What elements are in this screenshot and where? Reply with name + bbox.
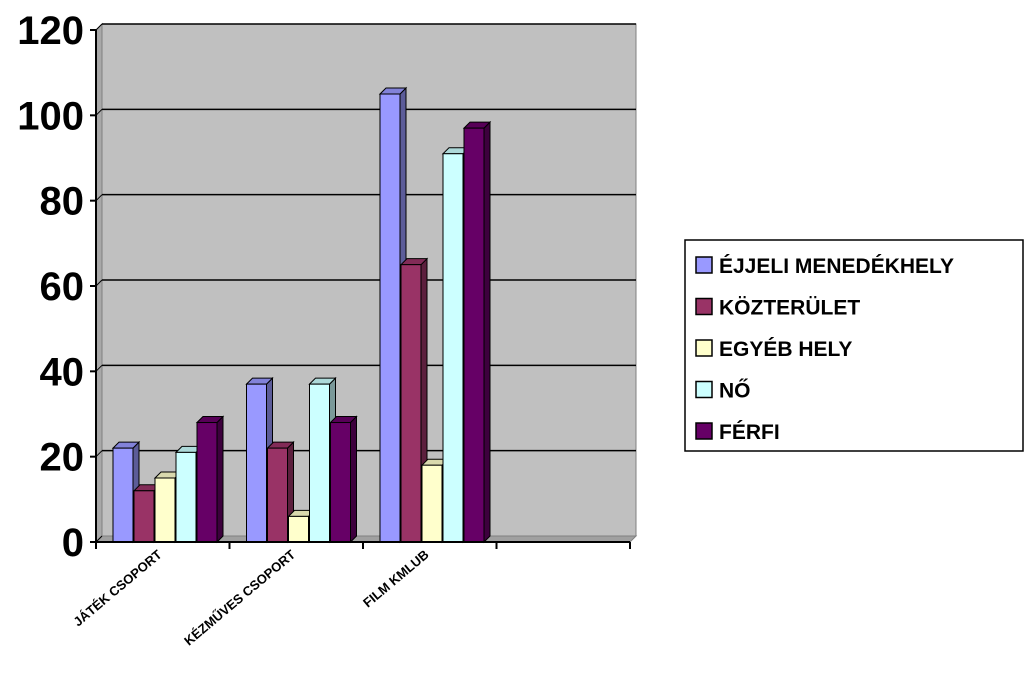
bar [462,120,492,544]
legend: ÉJJELI MENEDÉKHELY KÖZTERÜLET EGYÉB HELY NŐ… [684,239,1024,452]
bar [111,440,141,544]
legend-label: NŐ [719,380,751,403]
bars [111,86,492,544]
y-tick-label: 120 [17,9,84,53]
legend-label: FÉRFI [719,421,780,444]
gridline-side [95,23,103,31]
legend-label: EGYÉB HELY [719,338,852,361]
legend-swatch [695,256,713,274]
bar [329,415,358,544]
legend-box [684,239,1024,452]
legend-swatch [695,380,713,399]
x-tick-labels: JÁTÉK CSOPORT KÉZMŰVES CSOPORT FILM KMLUB [70,542,631,649]
y-tick-labels: 0 20 40 60 80 100 120 [17,9,96,565]
gridlines [95,23,636,543]
legend-swatch [695,339,713,357]
y-tick-label: 20 [40,436,85,480]
y-tick-label: 40 [40,350,85,394]
y-tick-label: 100 [17,94,84,138]
x-tick-label: JÁTÉK CSOPORT [70,547,164,630]
legend-swatch [695,297,713,316]
bar [195,415,225,544]
y-tick-label: 0 [62,521,84,565]
x-tick-label: KÉZMŰVES CSOPORT [181,547,298,649]
legend-label: KÖZTERÜLET [719,297,860,320]
y-tick-label: 80 [40,180,85,224]
x-tick-label: FILM KMLUB [360,547,432,610]
legend-label: ÉJJELI MENEDÉKHELY [719,255,954,278]
legend-swatch [695,422,713,440]
y-tick-label: 60 [40,265,85,309]
